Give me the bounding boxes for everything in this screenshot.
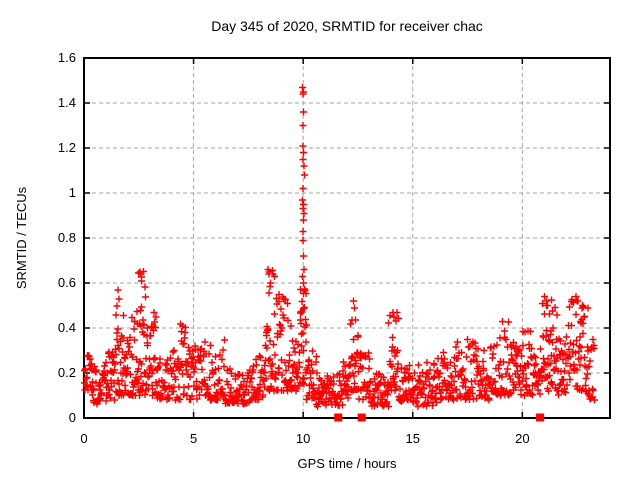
x-tick-label: 20 [515, 431, 529, 446]
event-square-marker [536, 413, 545, 422]
x-tick-label: 15 [406, 431, 420, 446]
y-tick-label: 0.2 [58, 365, 76, 380]
chart-title: Day 345 of 2020, SRMTID for receiver cha… [211, 18, 483, 34]
x-tick-label: 10 [296, 431, 310, 446]
y-tick-label: 1.4 [58, 95, 76, 110]
event-square-marker [334, 413, 343, 422]
y-tick-label: 0 [69, 410, 76, 425]
plot-border-rect [83, 57, 611, 419]
y-tick-label: 0.8 [58, 230, 76, 245]
y-axis-label: SRMTID / TECUs [14, 186, 29, 289]
y-tick-label: 1.2 [58, 140, 76, 155]
event-square-marker [357, 413, 366, 422]
y-tick-label: 1.6 [58, 50, 76, 65]
x-tick-label: 5 [190, 431, 197, 446]
y-tick-label: 0.4 [58, 320, 76, 335]
x-tick-label: 0 [80, 431, 87, 446]
tick-labels: 0 5 10 15 20 0 0.2 0.4 0.6 0.8 1 1.2 1.4 1.6 [58, 50, 530, 446]
plot-border [83, 57, 611, 419]
y-tick-label: 0.6 [58, 275, 76, 290]
data-points [81, 84, 598, 422]
scatter-plus-markers [81, 84, 598, 410]
x-axis-label: GPS time / hours [298, 456, 397, 471]
y-tick-label: 1 [69, 185, 76, 200]
